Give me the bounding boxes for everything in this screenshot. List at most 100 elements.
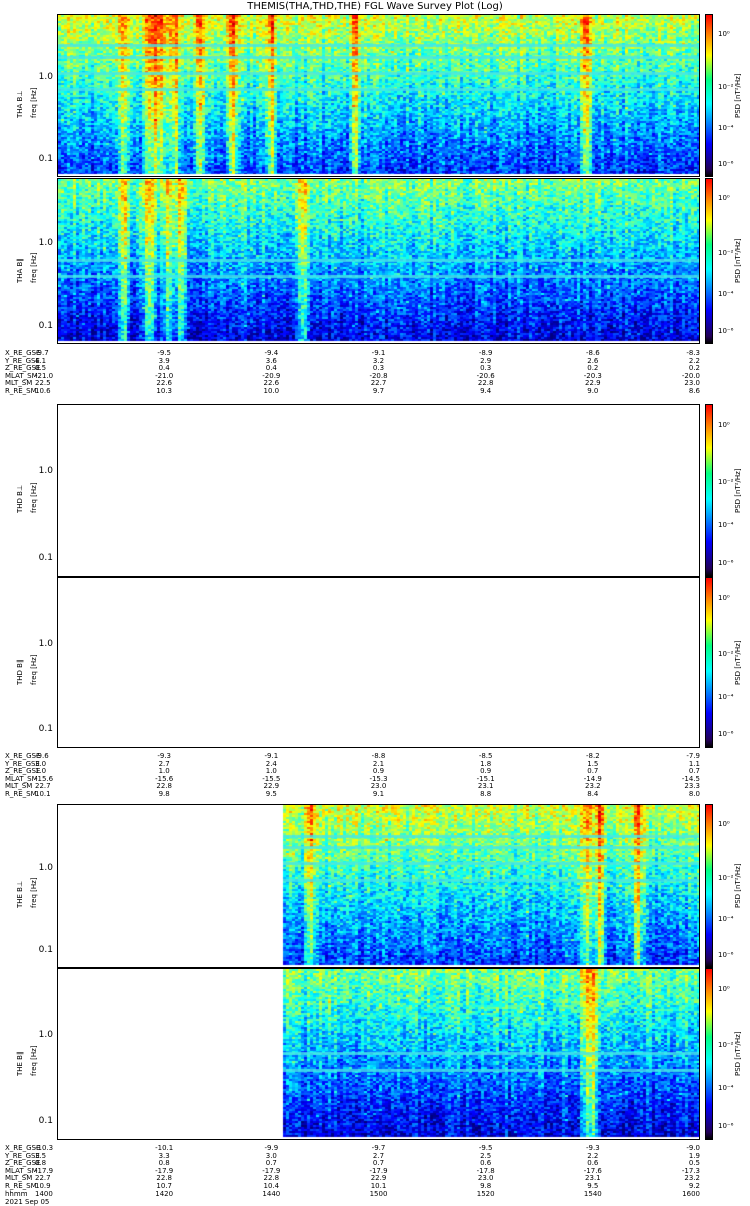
spectrogram-panel-thd-0: [57, 404, 700, 577]
time-tick: 1540: [584, 1191, 602, 1199]
spectrogram-panel-the-1: [57, 968, 700, 1140]
time-tick: 1600: [682, 1191, 700, 1199]
colorbar-tick-thd-0-2: 10⁻⁴: [718, 521, 733, 529]
ephem-value: 9.1: [373, 791, 384, 799]
colorbar-tick-thd-1-1: 10⁻²: [718, 650, 733, 658]
colorbar-label-tha-0: PSD [nT²/Hz]: [734, 73, 742, 118]
ephem-value: 9.8: [480, 1183, 491, 1191]
ephem-value: 9.8: [159, 791, 170, 799]
colorbar-tick-tha-1-0: 10⁰: [718, 194, 730, 202]
spectrogram-image: [58, 805, 700, 968]
ephem-value: 10.1: [35, 791, 51, 799]
colorbar-tick-the-0-1: 10⁻²: [718, 874, 733, 882]
colorbar-tick-the-1-2: 10⁻⁴: [718, 1084, 733, 1092]
colorbar-tick-tha-0-2: 10⁻⁴: [718, 124, 733, 132]
ephem-value: 8.4: [587, 791, 598, 799]
ytick-tha-1-0: 1.0: [39, 238, 53, 248]
ytick-the-1-1: 0.1: [39, 1116, 53, 1126]
spectrogram-image: [58, 15, 700, 177]
yunit-thd-1: freq [Hz]: [30, 654, 38, 685]
colorbar-tick-tha-0-0: 10⁰: [718, 30, 730, 38]
ephem-value: 10.4: [264, 1183, 280, 1191]
yunit-tha-1: freq [Hz]: [30, 252, 38, 283]
ephem-value: 9.5: [587, 1183, 598, 1191]
yunit-thd-0: freq [Hz]: [30, 482, 38, 513]
ephem-value: 10.9: [35, 1183, 51, 1191]
yunit-the-0: freq [Hz]: [30, 877, 38, 908]
time-tick: 1520: [477, 1191, 495, 1199]
ephem-value: 8.0: [689, 791, 700, 799]
colorbar-tick-tha-1-1: 10⁻²: [718, 249, 733, 257]
ephem-value: 9.4: [480, 388, 491, 396]
colorbar-tick-thd-0-3: 10⁻⁶: [718, 559, 733, 567]
spectrogram-image: [58, 969, 700, 1140]
yunit-the-1: freq [Hz]: [30, 1045, 38, 1076]
colorbar-the-1: [705, 968, 713, 1140]
colorbar-the-0: [705, 804, 713, 968]
time-tick: 1440: [262, 1191, 280, 1199]
colorbar-tick-the-0-3: 10⁻⁶: [718, 951, 733, 959]
colorbar-tick-thd-1-3: 10⁻⁶: [718, 730, 733, 738]
spectrogram-image: [58, 179, 700, 344]
spectrogram-panel-tha-1: [57, 178, 700, 344]
time-tick: 1420: [155, 1191, 173, 1199]
colorbar-label-the-1: PSD [nT²/Hz]: [734, 1031, 742, 1076]
spectrogram-panel-tha-0: [57, 14, 700, 177]
spectrogram-panel-the-0: [57, 804, 700, 968]
plot-title: THEMIS(THA,THD,THE) FGL Wave Survey Plot…: [0, 1, 750, 13]
time-tick: 1500: [370, 1191, 388, 1199]
colorbar-tick-tha-0-3: 10⁻⁶: [718, 160, 733, 168]
yunit-tha-0: freq [Hz]: [30, 87, 38, 118]
colorbar-tick-thd-0-0: 10⁰: [718, 421, 730, 429]
colorbar-tick-tha-0-1: 10⁻²: [718, 83, 733, 91]
colorbar-label-thd-1: PSD [nT²/Hz]: [734, 640, 742, 685]
ephem-value: 8.6: [689, 388, 700, 396]
colorbar-tha-1: [705, 178, 713, 344]
ylabel-tha-1: THA B∥: [16, 258, 24, 283]
ytick-thd-0-0: 1.0: [39, 466, 53, 476]
ephem-label-r_re_sm: R_RE_SM: [5, 1183, 37, 1191]
ephem-value: 9.7: [373, 388, 384, 396]
ephem-label-r_re_sm: R_RE_SM: [5, 791, 37, 799]
colorbar-tick-the-0-2: 10⁻⁴: [718, 915, 733, 923]
colorbar-tick-thd-0-1: 10⁻²: [718, 478, 733, 486]
colorbar-tick-thd-1-0: 10⁰: [718, 594, 730, 602]
colorbar-label-the-0: PSD [nT²/Hz]: [734, 863, 742, 908]
colorbar-label-thd-0: PSD [nT²/Hz]: [734, 468, 742, 513]
colorbar-tha-0: [705, 14, 713, 177]
ephem-value: 9.0: [587, 388, 598, 396]
ephem-value: 9.5: [266, 791, 277, 799]
ylabel-thd-0: THD B⊥: [16, 484, 24, 512]
ephem-value: 10.7: [156, 1183, 172, 1191]
ephem-value: 10.1: [371, 1183, 387, 1191]
ytick-thd-1-0: 1.0: [39, 639, 53, 649]
colorbar-tick-the-1-0: 10⁰: [718, 985, 730, 993]
colorbar-thd-0: [705, 404, 713, 577]
colorbar-thd-1: [705, 577, 713, 748]
time-tick: 1400: [35, 1191, 53, 1199]
ytick-thd-0-1: 0.1: [39, 553, 53, 563]
ytick-the-1-0: 1.0: [39, 1030, 53, 1040]
ylabel-tha-0: THA B⊥: [16, 90, 24, 117]
ylabel-the-1: THE B∥: [16, 1052, 24, 1077]
ytick-tha-1-1: 0.1: [39, 321, 53, 331]
colorbar-tick-the-0-0: 10⁰: [718, 820, 730, 828]
ytick-the-0-0: 1.0: [39, 863, 53, 873]
ephem-value: 9.2: [689, 1183, 700, 1191]
ylabel-the-0: THE B⊥: [16, 881, 24, 908]
ephem-value: 10.6: [35, 388, 51, 396]
colorbar-tick-thd-1-2: 10⁻⁴: [718, 693, 733, 701]
ylabel-thd-1: THD B∥: [16, 659, 24, 684]
ephem-label-r_re_sm: R_RE_SM: [5, 388, 37, 396]
ytick-the-0-1: 0.1: [39, 945, 53, 955]
ephem-value: 10.0: [264, 388, 280, 396]
colorbar-tick-tha-1-3: 10⁻⁶: [718, 327, 733, 335]
colorbar-tick-tha-1-2: 10⁻⁴: [718, 290, 733, 298]
spectrogram-panel-thd-1: [57, 577, 700, 748]
ytick-thd-1-1: 0.1: [39, 724, 53, 734]
ytick-tha-0-1: 0.1: [39, 154, 53, 164]
colorbar-label-tha-1: PSD [nT²/Hz]: [734, 238, 742, 283]
